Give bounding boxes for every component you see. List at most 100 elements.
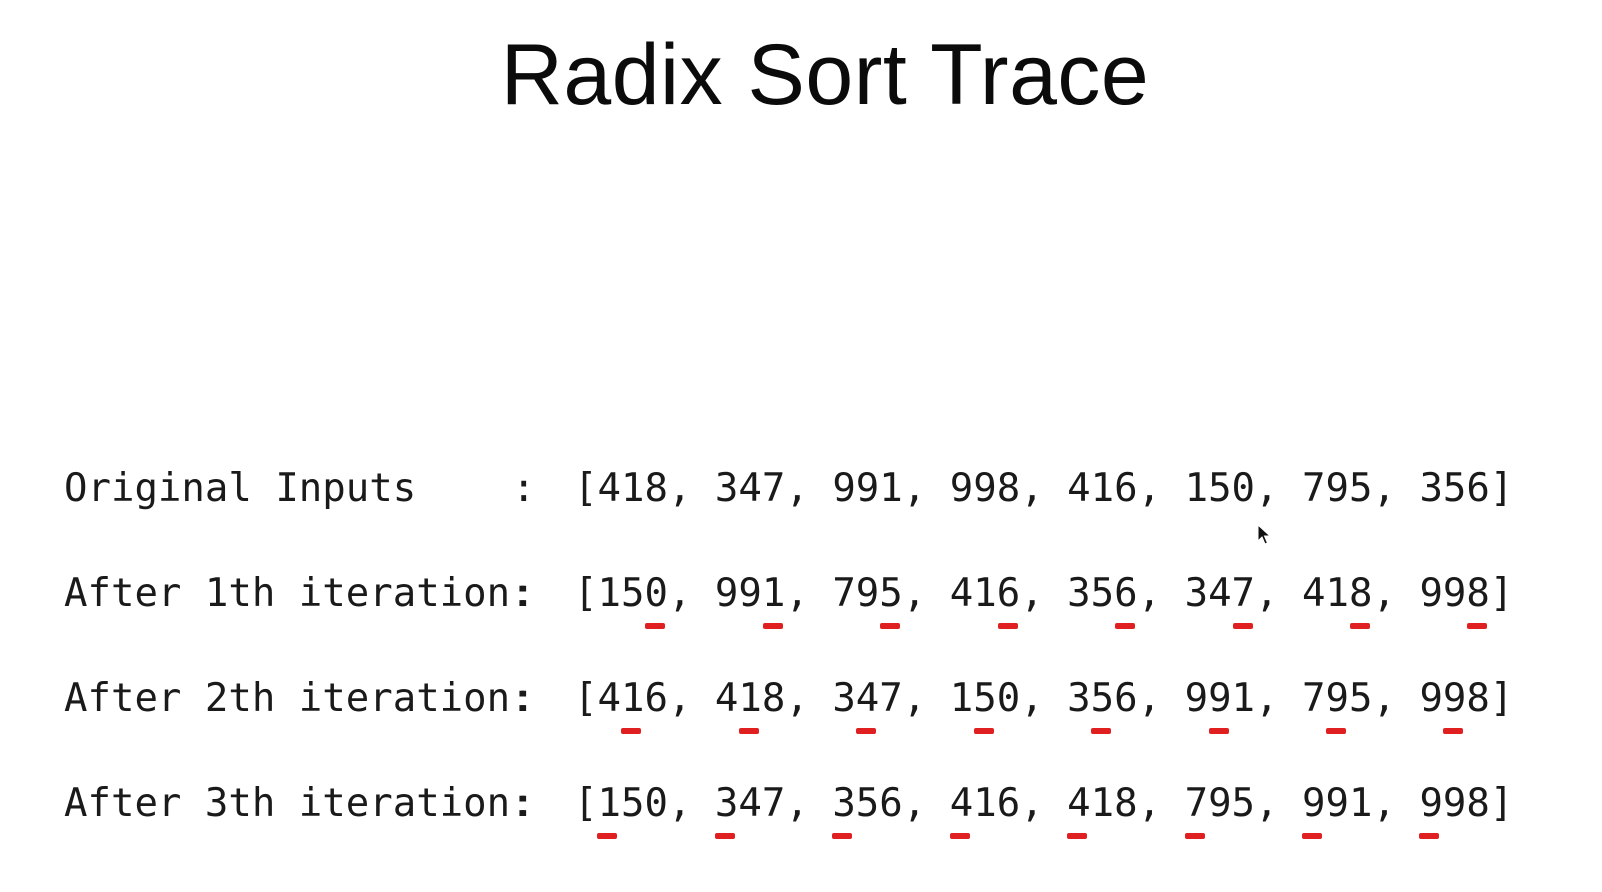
digit-underline-marker	[1467, 623, 1488, 629]
open-bracket: [	[574, 781, 598, 826]
array-value: 998	[1419, 563, 1490, 629]
comma-separator: ,	[1137, 571, 1185, 616]
array-value: 418	[1302, 563, 1373, 629]
comma-separator: ,	[667, 571, 715, 616]
comma-separator: ,	[902, 676, 950, 721]
comma-separator: ,	[785, 676, 833, 721]
comma-separator: ,	[1372, 466, 1420, 511]
comma-separator: ,	[1020, 571, 1068, 616]
array-value-text: 416	[949, 781, 1021, 826]
digit-underline-marker	[1443, 728, 1464, 734]
digit-underline-marker	[856, 728, 877, 734]
array-value-text: 416	[1067, 466, 1138, 511]
close-bracket: ]	[1489, 781, 1514, 826]
array-value-text: 416	[949, 571, 1021, 616]
comma-separator: ,	[667, 781, 715, 826]
comma-separator: ,	[1137, 466, 1185, 511]
array-value: 991	[832, 458, 902, 520]
array-value: 991	[1302, 773, 1373, 839]
array-value-text: 150	[597, 571, 668, 616]
digit-underline-marker	[949, 833, 970, 839]
close-bracket: ]	[1489, 676, 1514, 721]
digit-underline-marker	[1208, 728, 1229, 734]
comma-separator: ,	[1372, 571, 1420, 616]
digit-underline-marker	[597, 833, 618, 839]
comma-separator: ,	[1020, 466, 1068, 511]
array-value: 991	[1185, 668, 1255, 734]
digit-underline-marker	[880, 623, 901, 629]
array-value-text: 991	[714, 571, 786, 616]
trace-row-iteration-3: After 3th iteration:: [150, 347, 356, 416…	[64, 773, 1513, 878]
array-value: 418	[597, 458, 667, 520]
array-value: 347	[715, 458, 785, 520]
row-label: After 3th iteration:	[64, 781, 534, 826]
open-bracket: [	[574, 571, 598, 616]
trace-row-original: Original Inputs: [418, 347, 991, 998, 416…	[64, 458, 1513, 563]
array-value: 998	[1419, 773, 1490, 839]
page-title: Radix Sort Trace	[500, 27, 1150, 123]
array-value: 150	[597, 773, 668, 839]
array-value: 356	[1419, 458, 1489, 520]
array-value-text: 418	[1302, 571, 1373, 616]
array-value: 795	[1184, 773, 1256, 839]
comma-separator: ,	[1137, 781, 1185, 826]
array-value: 150	[949, 668, 1021, 734]
array-value: 347	[714, 773, 785, 839]
radix-trace: Original Inputs: [418, 347, 991, 998, 416…	[64, 458, 1513, 878]
array-value: 150	[1185, 458, 1255, 520]
digit-underline-marker	[997, 623, 1018, 629]
close-bracket: ]	[1489, 466, 1514, 511]
trace-row-iteration-1: After 1th iteration:: [150, 991, 795, 416…	[64, 563, 1513, 668]
array-value-text: 795	[1302, 466, 1373, 511]
array-value-text: 150	[1184, 466, 1256, 511]
trace-row-iteration-2: After 2th iteration:: [416, 418, 347, 150…	[64, 668, 1513, 773]
array-value-text: 150	[597, 781, 668, 826]
arrow-cursor-icon	[1257, 524, 1271, 545]
array-value-text: 347	[714, 466, 786, 511]
digit-underline-marker	[1302, 833, 1323, 839]
array-value: 356	[832, 773, 903, 839]
comma-separator: ,	[902, 571, 950, 616]
array-value-text: 998	[1419, 781, 1490, 826]
array-value: 347	[1185, 563, 1255, 629]
comma-separator: ,	[667, 466, 715, 511]
array-value-text: 418	[1067, 781, 1138, 826]
row-separator: :	[512, 571, 536, 616]
comma-separator: ,	[1372, 781, 1420, 826]
digit-underline-marker	[621, 728, 642, 734]
digit-underline-marker	[1184, 833, 1205, 839]
row-separator: :	[512, 781, 536, 826]
array-value-text: 150	[949, 676, 1021, 721]
row-label: After 2th iteration:	[64, 676, 534, 721]
comma-separator: ,	[902, 781, 950, 826]
array-value: 356	[1067, 563, 1138, 629]
array-value-text: 795	[1184, 781, 1256, 826]
comma-separator: ,	[785, 781, 833, 826]
array-value: 998	[950, 458, 1020, 520]
array-value-text: 356	[832, 781, 903, 826]
array-value-text: 991	[832, 466, 903, 511]
comma-separator: ,	[1255, 676, 1303, 721]
digit-underline-marker	[973, 728, 994, 734]
digit-underline-marker	[1067, 833, 1088, 839]
array-value-text: 795	[1302, 676, 1373, 721]
array-value: 416	[1067, 458, 1137, 520]
array-value: 416	[949, 773, 1021, 839]
digit-underline-marker	[1419, 833, 1440, 839]
open-bracket: [	[574, 466, 598, 511]
digit-underline-marker	[645, 623, 666, 629]
array-value: 795	[832, 563, 903, 629]
digit-underline-marker	[714, 833, 735, 839]
array-value-text: 991	[1302, 781, 1373, 826]
digit-underline-marker	[1326, 728, 1347, 734]
comma-separator: ,	[1372, 676, 1420, 721]
array-value: 416	[949, 563, 1021, 629]
comma-separator: ,	[902, 466, 950, 511]
array-value: 418	[715, 668, 785, 734]
row-label: After 1th iteration:	[64, 571, 534, 616]
close-bracket: ]	[1489, 571, 1514, 616]
digit-underline-marker	[1232, 623, 1253, 629]
comma-separator: ,	[1255, 781, 1303, 826]
comma-separator: ,	[1020, 781, 1068, 826]
digit-underline-marker	[1091, 728, 1112, 734]
